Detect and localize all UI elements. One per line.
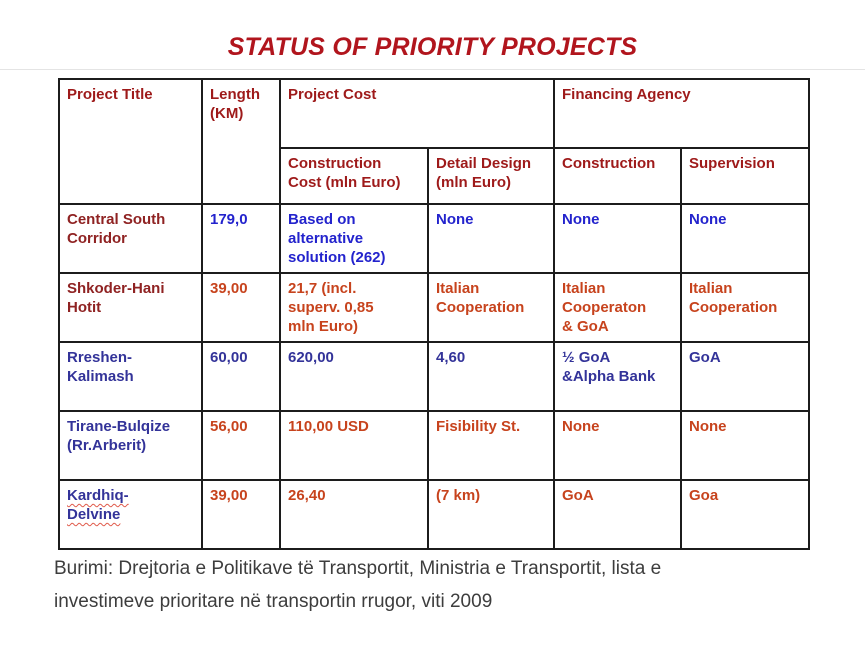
cell-text: ½ GoA &Alpha Bank xyxy=(562,349,656,386)
cell-text: None xyxy=(562,211,600,228)
cell-text: 110,00 USD xyxy=(288,418,369,435)
cell-project-title: Tirane-Bulqize (Rr.Arberit) xyxy=(58,410,203,481)
col-header-supervision: Supervision xyxy=(680,147,811,205)
col-header-construction-cost-label: Construction Cost (mln Euro) xyxy=(288,155,401,192)
cell-length: 39,00 xyxy=(201,479,281,550)
col-header-project-cost-label: Project Cost xyxy=(288,86,377,103)
cell-construction-cost: Based on alternative solution (262) xyxy=(279,203,429,274)
cell-project-title: Central South Corridor xyxy=(58,203,203,274)
cell-financing-construction: ½ GoA &Alpha Bank xyxy=(553,341,683,412)
cell-text: Kardhiq- Delvine xyxy=(67,487,129,524)
col-header-detail-design: Detail Design (mln Euro) xyxy=(426,147,556,205)
cell-financing-construction: None xyxy=(553,203,683,274)
cell-supervision: Italian Cooperation xyxy=(680,272,811,343)
cell-text: Goa xyxy=(689,487,719,504)
col-header-financing-agency-label: Financing Agency xyxy=(562,86,691,103)
cell-length: 56,00 xyxy=(201,410,281,481)
cell-text: None xyxy=(689,418,727,435)
table-row: Kardhiq- Delvine 39,00 26,40 (7 km) GoA … xyxy=(58,479,811,550)
cell-text: Italian Cooperaton & GoA xyxy=(562,280,647,336)
cell-text: None xyxy=(689,211,727,228)
cell-supervision: GoA xyxy=(680,341,811,412)
table-row: Tirane-Bulqize (Rr.Arberit) 56,00 110,00… xyxy=(58,410,811,481)
cell-detail-design: Fisibility St. xyxy=(426,410,556,481)
cell-supervision: None xyxy=(680,410,811,481)
cell-detail-design: 4,60 xyxy=(426,341,556,412)
page-title-text: STATUS OF PRIORITY PROJECTS xyxy=(227,33,638,61)
col-header-length: Length (KM) xyxy=(201,78,281,205)
col-header-supervision-label: Supervision xyxy=(689,155,775,172)
cell-text: Fisibility St. xyxy=(436,418,521,435)
cell-construction-cost: 620,00 xyxy=(279,341,429,412)
cell-text: None xyxy=(436,211,474,228)
cell-detail-design: None xyxy=(426,203,556,274)
cell-text: 21,7 (incl. superv. 0,85 mln Euro) xyxy=(288,280,374,336)
page-divider-line xyxy=(0,69,865,70)
cell-text: 39,00 xyxy=(210,280,248,297)
col-header-fin-construction-label: Construction xyxy=(562,155,656,172)
cell-text: 60,00 xyxy=(210,349,248,366)
cell-construction-cost: 110,00 USD xyxy=(279,410,429,481)
cell-length: 60,00 xyxy=(201,341,281,412)
priority-projects-table: Project Title Length (KM) Project Cost F… xyxy=(58,78,811,550)
col-header-financing-agency: Financing Agency xyxy=(553,78,811,149)
cell-text: 4,60 xyxy=(436,349,466,366)
cell-financing-construction: Italian Cooperaton & GoA xyxy=(553,272,683,343)
cell-text: 620,00 xyxy=(288,349,334,366)
source-caption: Burimi: Drejtoria e Politikave të Transp… xyxy=(54,558,662,613)
cell-text: Rreshen- Kalimash xyxy=(67,349,134,386)
cell-length: 179,0 xyxy=(201,203,281,274)
col-header-fin-construction: Construction xyxy=(553,147,683,205)
cell-text: None xyxy=(562,418,600,435)
col-header-length-label: Length (KM) xyxy=(210,86,260,123)
cell-text: Based on alternative solution (262) xyxy=(288,211,386,267)
cell-supervision: Goa xyxy=(680,479,811,550)
cell-text: Shkoder-Hani Hotit xyxy=(67,280,165,317)
cell-construction-cost: 21,7 (incl. superv. 0,85 mln Euro) xyxy=(279,272,429,343)
cell-detail-design: (7 km) xyxy=(426,479,556,550)
table-row: Rreshen- Kalimash 60,00 620,00 4,60 ½ Go… xyxy=(58,341,811,412)
cell-detail-design: Italian Cooperation xyxy=(426,272,556,343)
cell-project-title: Kardhiq- Delvine xyxy=(58,479,203,550)
cell-text: 39,00 xyxy=(210,487,248,504)
cell-financing-construction: GoA xyxy=(553,479,683,550)
cell-project-title: Shkoder-Hani Hotit xyxy=(58,272,203,343)
header-row-top: Project Title Length (KM) Project Cost F… xyxy=(58,78,811,205)
col-header-detail-design-label: Detail Design (mln Euro) xyxy=(436,155,532,192)
cell-text: GoA xyxy=(689,349,721,366)
cell-text: Italian Cooperation xyxy=(689,280,778,317)
cell-text: (7 km) xyxy=(436,487,481,504)
cell-construction-cost: 26,40 xyxy=(279,479,429,550)
cell-text: 56,00 xyxy=(210,418,248,435)
table-row: Shkoder-Hani Hotit 39,00 21,7 (incl. sup… xyxy=(58,272,811,343)
cell-text: 179,0 xyxy=(210,211,248,228)
cell-length: 39,00 xyxy=(201,272,281,343)
cell-supervision: None xyxy=(680,203,811,274)
header-row-sub: Construction Cost (mln Euro) Detail Desi… xyxy=(59,147,811,205)
col-header-construction-cost: Construction Cost (mln Euro) xyxy=(279,147,429,205)
cell-financing-construction: None xyxy=(553,410,683,481)
page-title: STATUS OF PRIORITY PROJECTS xyxy=(0,33,865,62)
cell-text: Italian Cooperation xyxy=(436,280,525,317)
cell-text: 26,40 xyxy=(288,487,326,504)
table-row: Central South Corridor 179,0 Based on al… xyxy=(58,203,811,274)
col-header-project-cost: Project Cost xyxy=(278,78,556,149)
cell-project-title: Rreshen- Kalimash xyxy=(58,341,203,412)
cell-text: Central South Corridor xyxy=(67,211,166,248)
cell-text: Tirane-Bulqize (Rr.Arberit) xyxy=(67,418,171,455)
cell-text: GoA xyxy=(562,487,594,504)
col-header-project-title: Project Title xyxy=(58,78,203,205)
col-header-project-title-label: Project Title xyxy=(67,86,153,103)
